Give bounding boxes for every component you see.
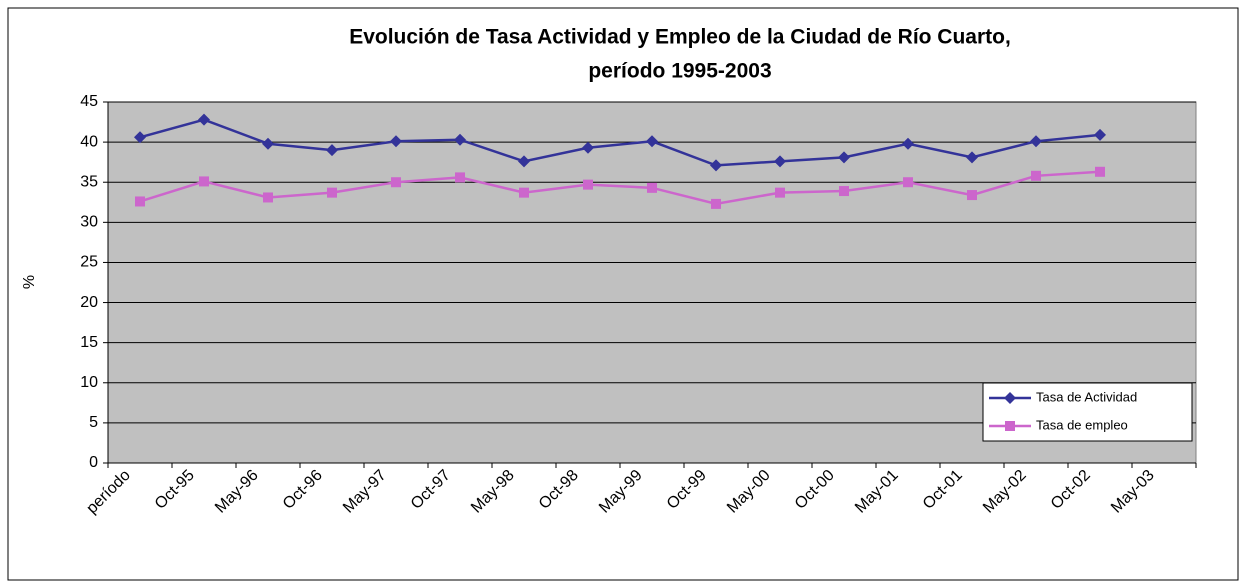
data-point (135, 196, 145, 207)
data-point (839, 186, 849, 197)
y-tick-label: 10 (80, 374, 98, 391)
chart-title: período 1995-2003 (588, 60, 771, 83)
data-point (198, 113, 210, 126)
data-point (455, 172, 465, 183)
chart-title: Evolución de Tasa Actividad y Empleo de … (349, 26, 1011, 49)
y-tick-label: 40 (80, 133, 98, 150)
data-point (774, 155, 786, 168)
data-point (967, 190, 977, 201)
legend-marker (1004, 392, 1016, 404)
data-point (838, 151, 850, 164)
data-point (454, 133, 466, 146)
data-point (262, 137, 274, 150)
series-line (139, 170, 1101, 206)
data-point (710, 159, 722, 172)
data-point (966, 151, 978, 164)
y-tick-label: 30 (80, 214, 98, 231)
legend (982, 382, 1193, 442)
data-point (391, 177, 401, 188)
legend-marker (1005, 421, 1015, 431)
data-point (1094, 128, 1106, 141)
data-point (582, 141, 594, 154)
y-tick-label: 35 (80, 173, 98, 190)
data-point (134, 131, 146, 144)
data-point (646, 135, 658, 148)
data-point (327, 187, 337, 198)
y-tick-label: 15 (80, 334, 98, 351)
legend-label: Tasa de empleo (1036, 417, 1128, 432)
y-tick-label: 5 (89, 414, 98, 431)
data-point (390, 135, 402, 148)
data-point (1030, 135, 1042, 148)
data-point (647, 182, 657, 193)
series-line (139, 118, 1101, 167)
data-point (518, 155, 530, 168)
data-point (519, 187, 529, 198)
y-tick-label: 20 (80, 294, 98, 311)
data-point (711, 198, 721, 209)
legend-label: Tasa de Actividad (1036, 389, 1137, 404)
y-tick-label: 45 (80, 93, 98, 110)
data-point (583, 179, 593, 190)
y-tick-label: 25 (80, 254, 98, 271)
data-point (903, 177, 913, 188)
data-point (263, 192, 273, 203)
data-point (775, 187, 785, 198)
data-point (199, 176, 209, 187)
data-point (902, 137, 914, 150)
data-point (1095, 166, 1105, 177)
y-axis-label: % (21, 275, 38, 289)
y-tick-label: 0 (89, 454, 98, 471)
data-point (1031, 170, 1041, 181)
data-point (326, 144, 338, 157)
